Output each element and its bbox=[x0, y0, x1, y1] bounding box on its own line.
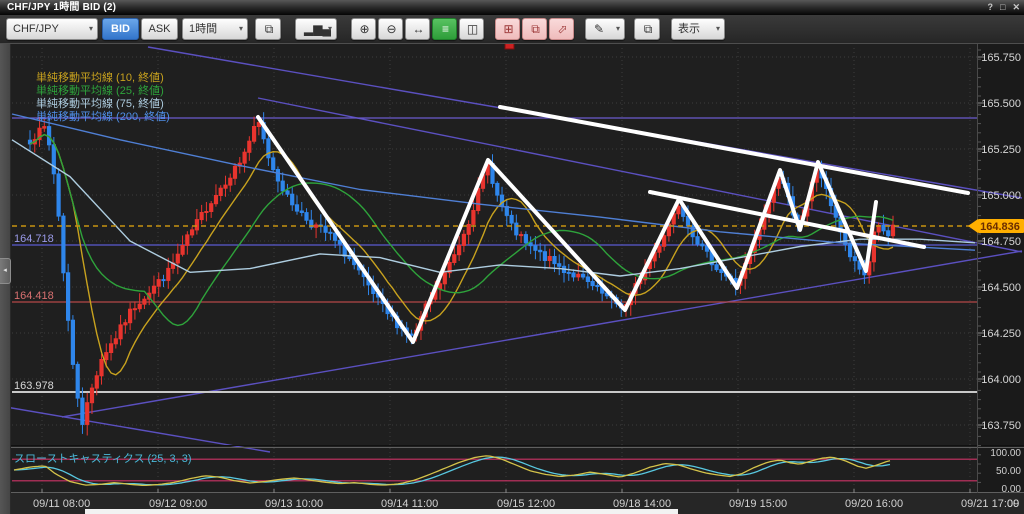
stochastic-label: スローストキャスティクス (25, 3, 3) bbox=[14, 452, 192, 465]
display-select[interactable]: 表示 ▾ bbox=[671, 18, 725, 40]
stochastic-tick-label: 50.00 bbox=[996, 466, 1021, 477]
time-axis[interactable]: 09/11 08:00 09/12 09:00 09/13 10:00 09/14 1… bbox=[33, 489, 1019, 510]
display-select-label: 表示 bbox=[678, 23, 700, 35]
new-chart-button[interactable]: ⊞ bbox=[495, 18, 520, 40]
chevron-down-icon: ▾ bbox=[88, 24, 93, 33]
symbol-select-label: CHF/JPY bbox=[13, 23, 59, 35]
pop-out-chart-icon: ⬀ bbox=[557, 22, 568, 36]
time-tick-label: 09/13 10:00 bbox=[265, 498, 323, 510]
ask-button-label: ASK bbox=[148, 23, 171, 35]
time-tick-label: 09/12 09:00 bbox=[149, 498, 207, 510]
price-level-label: 163.978 bbox=[14, 380, 54, 392]
time-tick-label: 09/19 15:00 bbox=[729, 498, 787, 510]
draw-tools-icon: ✎ bbox=[594, 22, 605, 36]
stochastic-tick-label: 100.00 bbox=[990, 448, 1021, 459]
zoom-in-button[interactable]: ⊕ bbox=[351, 18, 376, 40]
compare-chart-icon: ⧉ bbox=[531, 22, 540, 36]
timeframe-select-label: 1時間 bbox=[189, 23, 218, 35]
pop-out-chart-button[interactable]: ⬀ bbox=[549, 18, 574, 40]
capture-icon: ⧉ bbox=[643, 22, 653, 36]
upper-channel-drawing[interactable] bbox=[498, 105, 970, 195]
price-axis[interactable]: 165.750 165.500 165.250 165.000 164.750 164.5… bbox=[978, 49, 1021, 483]
chart-type-select[interactable]: ▂▆▄ ▾ bbox=[295, 18, 337, 40]
chevron-down-icon: ▾ bbox=[238, 24, 243, 33]
price-tick-label: 165.000 bbox=[981, 190, 1021, 202]
bid-button-label: BID bbox=[111, 23, 130, 35]
price-tick-label: 164.000 bbox=[981, 374, 1021, 386]
window-title: CHF/JPY 1時間 BID (2) bbox=[7, 2, 117, 13]
zoom-out-icon: ⊖ bbox=[386, 22, 397, 36]
time-tick-label: 09/21 17:00 bbox=[961, 498, 1019, 510]
chevron-down-icon: ▾ bbox=[327, 24, 332, 33]
help-button[interactable]: ? bbox=[987, 2, 994, 12]
white-strip-artifact bbox=[85, 509, 678, 514]
bid-button[interactable]: BID bbox=[102, 18, 139, 40]
symbol-select[interactable]: CHF/JPY ▾ bbox=[6, 18, 98, 40]
stochastic-tick-label: 0.00 bbox=[1002, 484, 1022, 495]
timeframe-select[interactable]: 1時間 ▾ bbox=[182, 18, 248, 40]
fit-height-icon: ≡ bbox=[441, 22, 449, 36]
left-panel-strip: ◂ bbox=[0, 44, 11, 514]
panel-toggle-handle[interactable]: ◂ bbox=[0, 258, 11, 284]
current-price-tag: 164.836 bbox=[968, 219, 1024, 233]
price-axis-background[interactable] bbox=[978, 44, 1024, 493]
stochastic-k-line bbox=[13, 455, 891, 487]
fit-width-icon: ↔ bbox=[412, 22, 425, 36]
duplicate-chart-icon: ⧉ bbox=[264, 22, 274, 36]
time-tick-label: 09/18 14:00 bbox=[613, 498, 671, 510]
price-tick-label: 164.750 bbox=[981, 236, 1021, 248]
trendline[interactable] bbox=[61, 250, 1023, 418]
zoom-in-icon: ⊕ bbox=[359, 22, 370, 36]
compare-chart-button[interactable]: ⧉ bbox=[522, 18, 547, 40]
scroll-to-end-icon: ◫ bbox=[466, 22, 479, 36]
time-tick-label: 09/15 12:00 bbox=[497, 498, 555, 510]
scroll-to-end-button[interactable]: ◫ bbox=[459, 18, 484, 40]
price-tick-label: 164.250 bbox=[981, 328, 1021, 340]
current-price-value: 164.836 bbox=[980, 221, 1020, 233]
time-tick-label: 09/14 11:00 bbox=[381, 498, 438, 510]
toolbar: CHF/JPY ▾ BID ASK 1時間 ▾ ⧉ ▂▆▄ ▾ ⊕ ⊖ ↔ ≡ ◫ ⊞ ⧉ ⬀ ✎ ▾ ⧉ 表示 ▾ bbox=[0, 15, 1024, 44]
price-level-label: 164.718 bbox=[14, 233, 54, 245]
duplicate-chart-button[interactable]: ⧉ bbox=[255, 18, 281, 40]
price-tick-label: 165.250 bbox=[981, 144, 1021, 156]
zigzag-drawing[interactable] bbox=[256, 115, 878, 344]
draw-tools-select[interactable]: ✎ ▾ bbox=[585, 18, 625, 40]
time-tick-label: 09/20 16:00 bbox=[845, 498, 903, 510]
price-tick-label: 163.750 bbox=[981, 420, 1021, 432]
zoom-out-button[interactable]: ⊖ bbox=[378, 18, 403, 40]
close-button[interactable]: ✕ bbox=[1012, 2, 1020, 12]
moving-average-10 bbox=[29, 133, 894, 376]
fit-width-button[interactable]: ↔ bbox=[405, 18, 430, 40]
moving-average-200 bbox=[11, 113, 976, 251]
new-chart-icon: ⊞ bbox=[503, 22, 514, 36]
time-axis-background[interactable] bbox=[0, 493, 1024, 514]
titlebar[interactable]: CHF/JPY 1時間 BID (2) ? □ ✕ bbox=[0, 0, 1024, 15]
price-tick-label: 164.500 bbox=[981, 282, 1021, 294]
window-controls: ? □ ✕ bbox=[988, 0, 1020, 15]
price-tick-label: 165.500 bbox=[981, 98, 1021, 110]
capture-button[interactable]: ⧉ bbox=[634, 18, 660, 40]
chevron-down-icon: ▾ bbox=[615, 24, 620, 33]
chevron-down-icon: ▾ bbox=[715, 24, 720, 33]
maximize-button[interactable]: □ bbox=[1000, 2, 1006, 12]
lower-channel-drawing[interactable] bbox=[648, 190, 926, 249]
time-tick-label: 09 bbox=[1007, 498, 1019, 510]
trendline[interactable] bbox=[0, 405, 271, 453]
moving-average-75 bbox=[11, 139, 976, 277]
price-tick-label: 165.750 bbox=[981, 52, 1021, 64]
chart-type-icon: ▂▆▄ bbox=[304, 22, 331, 36]
ask-button[interactable]: ASK bbox=[141, 18, 178, 40]
fit-height-button[interactable]: ≡ bbox=[432, 18, 457, 40]
price-level-label: 164.418 bbox=[14, 290, 54, 302]
time-tick-label: 09/11 08:00 bbox=[33, 498, 90, 510]
